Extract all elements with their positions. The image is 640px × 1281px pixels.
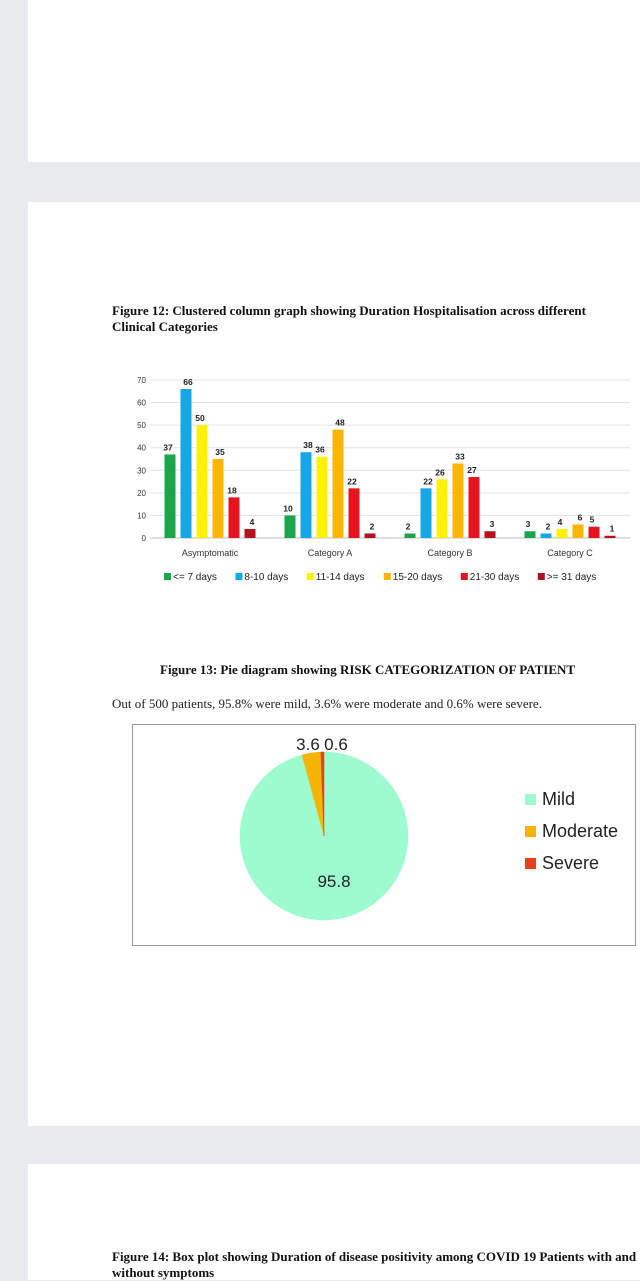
clustered-column-chart: 01020304050607037665035184Asymptomatic10…: [137, 376, 630, 583]
y-tick-label: 30: [137, 466, 146, 475]
data-label: 3: [490, 519, 495, 529]
data-label: 95.8: [317, 872, 350, 891]
bar: [540, 533, 552, 538]
x-category-label: Category B: [427, 548, 472, 558]
legend-swatch: [460, 573, 468, 580]
y-tick-label: 40: [137, 444, 146, 453]
data-label: 50: [195, 413, 205, 423]
figure-13-description: Out of 500 patients, 95.8% were mild, 3.…: [112, 696, 542, 711]
data-label: 5: [590, 515, 595, 525]
y-tick-label: 50: [137, 421, 146, 430]
bar: [364, 533, 376, 538]
x-category-label: Category C: [547, 548, 593, 558]
pie-chart-frame: 95.8 3.6 0.6 Mild Moderate Severe: [132, 724, 636, 946]
bar: [524, 531, 536, 538]
data-label: 37: [163, 442, 173, 452]
bar: [332, 429, 344, 538]
y-tick-label: 20: [137, 489, 146, 498]
legend-label: >= 31 days: [547, 572, 596, 583]
data-label: 2: [370, 521, 375, 531]
bar: [348, 488, 360, 538]
bar: [588, 526, 600, 538]
bar: [284, 515, 296, 538]
x-category-label: Asymptomatic: [182, 548, 239, 558]
legend-swatch: [525, 794, 536, 805]
legend-label: <= 7 days: [173, 572, 217, 583]
bar: [300, 452, 312, 538]
bar: [164, 454, 176, 538]
risk-pie-chart: 95.8 3.6 0.6 Mild Moderate Severe: [239, 735, 618, 921]
legend-label: 15-20 days: [393, 572, 442, 583]
y-tick-label: 0: [142, 534, 147, 543]
data-label: 4: [250, 517, 255, 527]
y-tick-label: 70: [137, 376, 146, 385]
data-label: 3.6: [296, 735, 320, 754]
bar: [572, 524, 584, 538]
legend-swatch: [383, 573, 391, 580]
data-label: 35: [215, 447, 225, 457]
data-label: 22: [347, 476, 357, 486]
data-label: 18: [227, 485, 237, 495]
figure-13-caption: Figure 13: Pie diagram showing RISK CATE…: [160, 662, 576, 677]
legend-swatch: [164, 573, 171, 580]
legend-label: 8-10 days: [244, 572, 288, 583]
legend-swatch: [537, 573, 545, 580]
bar: [316, 456, 328, 538]
legend-label: Severe: [542, 853, 599, 873]
data-label: 2: [406, 521, 411, 531]
bar: [228, 497, 240, 538]
document-page-3: [28, 1164, 640, 1280]
y-tick-label: 60: [137, 399, 146, 408]
data-label: 1: [610, 524, 615, 534]
bar: [468, 477, 480, 538]
figure-12-caption: Figure 12: Clustered column graph showin…: [112, 303, 586, 334]
data-label: 4: [558, 517, 563, 527]
data-label: 22: [423, 476, 433, 486]
document-page-1: [28, 0, 640, 162]
bar: [452, 463, 464, 538]
legend-label: 11-14 days: [316, 572, 365, 583]
y-tick-label: 10: [137, 511, 146, 520]
data-label: 2: [546, 521, 551, 531]
data-label: 33: [455, 452, 465, 462]
data-label: 66: [183, 377, 193, 387]
bar: [420, 488, 432, 538]
bar: [484, 531, 496, 538]
data-label: 3: [526, 519, 531, 529]
bar: [436, 479, 448, 538]
legend-swatch: [525, 826, 536, 837]
data-label: 38: [303, 440, 313, 450]
bar: [212, 459, 224, 538]
pie-slice: [320, 751, 325, 837]
bar: [404, 533, 416, 538]
legend-swatch: [525, 858, 536, 869]
legend-label: 21-30 days: [470, 572, 519, 583]
bar: [180, 389, 192, 538]
bar: [244, 528, 256, 538]
data-label: 26: [435, 467, 445, 477]
legend-label: Moderate: [542, 821, 618, 841]
bar: [556, 528, 568, 538]
data-label: 10: [283, 503, 293, 513]
document-page-2: [28, 202, 640, 1126]
legend-swatch: [235, 573, 243, 580]
figure-14-caption: Figure 14: Box plot showing Duration of …: [112, 1249, 637, 1280]
legend-swatch: [306, 573, 314, 580]
legend-label: Mild: [542, 789, 575, 809]
bar: [604, 535, 616, 538]
bar: [196, 425, 208, 538]
data-label: 6: [578, 512, 583, 522]
data-label: 27: [467, 465, 477, 475]
data-label: 0.6: [324, 735, 348, 754]
data-label: 48: [335, 418, 345, 428]
data-label: 36: [315, 445, 325, 455]
x-category-label: Category A: [308, 548, 353, 558]
